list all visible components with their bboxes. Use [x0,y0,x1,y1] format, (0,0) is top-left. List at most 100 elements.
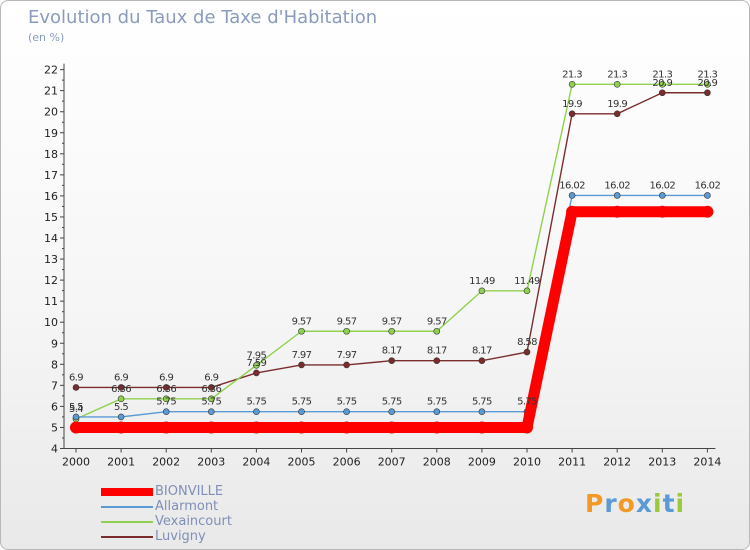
data-label-vexaincourt: 9.57 [292,316,312,327]
legend-label-luvigny: Luvigny [155,529,206,544]
data-label-vexaincourt: 6.36 [156,384,176,395]
data-label-luvigny: 6.9 [69,372,83,383]
data-point-bionville [115,421,128,434]
data-label-vexaincourt: 11.49 [469,276,495,287]
data-point-bionville [250,421,263,434]
data-label-luvigny: 8.17 [427,346,447,357]
data-point-luvigny [658,89,666,97]
x-tick-label: 2010 [513,456,541,469]
data-label-allarmont: 5.5 [69,402,83,413]
y-tick-label: 9 [51,337,58,350]
y-tick-label: 13 [44,253,58,266]
data-point-bionville [566,205,579,218]
data-point-allarmont [343,408,350,415]
x-tick-label: 2014 [693,456,721,469]
x-tick-label: 2003 [197,456,225,469]
data-label-luvigny: 19.9 [562,99,582,110]
logo-letter: P [585,489,605,518]
data-label-allarmont: 5.75 [246,397,266,408]
data-label-vexaincourt: 6.36 [201,384,221,395]
data-point-bionville [521,421,533,434]
x-tick-label: 2011 [558,456,586,469]
data-point-bionville [656,205,669,218]
data-point-allarmont [72,413,80,421]
data-label-vexaincourt: 7.95 [246,350,266,361]
data-label-vexaincourt: 9.57 [427,316,447,327]
data-point-bionville [70,421,82,434]
data-point-bionville [295,421,308,434]
data-label-luvigny: 8.58 [517,337,537,348]
data-point-bionville [385,421,398,434]
data-label-allarmont: 5.75 [201,397,221,408]
data-point-allarmont [162,408,170,415]
data-point-allarmont [388,408,396,415]
data-label-vexaincourt: 11.49 [514,276,540,287]
data-label-allarmont: 5.75 [337,397,357,408]
y-tick-label: 16 [44,190,58,203]
data-label-vexaincourt: 6.36 [111,384,131,395]
y-tick-label: 5 [51,421,58,434]
logo-letter: i [653,489,663,518]
data-label-vexaincourt: 21.3 [697,69,717,80]
y-tick-label: 11 [44,295,58,308]
data-label-luvigny: 20.9 [697,78,717,89]
logo-letter: i [675,489,686,518]
data-point-vexaincourt [568,81,576,88]
data-point-vexaincourt [117,395,125,403]
data-point-luvigny [478,357,486,365]
data-label-allarmont: 5.75 [292,397,312,408]
data-point-vexaincourt [613,81,621,88]
logo-letter: r [604,489,618,518]
data-point-luvigny [298,361,305,369]
data-point-vexaincourt [343,327,350,335]
logo-letter: o [617,489,636,518]
logo-letter: x [635,489,653,518]
data-point-luvigny [72,384,80,391]
x-tick-label: 2000 [62,456,90,469]
data-label-luvigny: 6.9 [159,372,173,383]
data-point-luvigny [388,357,396,365]
data-point-allarmont [117,413,125,421]
data-point-bionville [701,205,714,218]
x-tick-label: 2002 [152,456,180,469]
data-label-vexaincourt: 5.4 [69,404,83,415]
y-tick-label: 12 [44,274,58,287]
y-tick-label: 18 [44,148,58,161]
data-label-luvigny: 7.59 [246,358,266,369]
data-point-vexaincourt [162,395,170,403]
data-point-bionville [160,421,173,434]
unit-label: (en %) [28,31,65,44]
data-point-luvigny [343,361,350,369]
legend-swatch-allarmont [101,506,153,508]
data-point-luvigny [433,357,441,365]
proxiti-logo: Proxiti [585,489,685,518]
data-label-luvigny: 8.17 [382,346,402,357]
x-tick-label: 2001 [107,456,135,469]
x-tick-label: 2006 [333,456,361,469]
y-tick-label: 4 [51,443,58,456]
legend-swatch-bionville [101,488,153,496]
legend-swatch-vexaincourt [101,521,153,523]
data-label-vexaincourt: 21.3 [562,69,582,80]
data-label-allarmont: 16.02 [649,180,675,191]
data-point-allarmont [613,192,621,199]
data-point-allarmont [478,408,486,415]
legend-label-vexaincourt: Vexaincourt [155,514,232,529]
data-point-luvigny [568,110,576,118]
data-label-allarmont: 16.02 [559,180,585,191]
y-tick-label: 20 [44,106,58,119]
data-point-luvigny [613,110,621,118]
data-label-luvigny: 6.9 [114,372,128,383]
y-tick-label: 19 [44,127,58,140]
y-tick-label: 7 [51,379,58,392]
legend-swatch-luvigny [101,536,153,538]
data-point-vexaincourt [704,81,711,88]
chart-title: Evolution du Taux de Taxe d'Habitation [28,7,378,28]
data-point-luvigny [208,384,215,391]
y-tick-label: 6 [51,400,58,413]
data-point-luvigny [704,89,711,97]
data-label-luvigny: 7.97 [292,350,312,361]
x-tick-label: 2012 [603,456,631,469]
data-label-vexaincourt: 9.57 [337,316,357,327]
